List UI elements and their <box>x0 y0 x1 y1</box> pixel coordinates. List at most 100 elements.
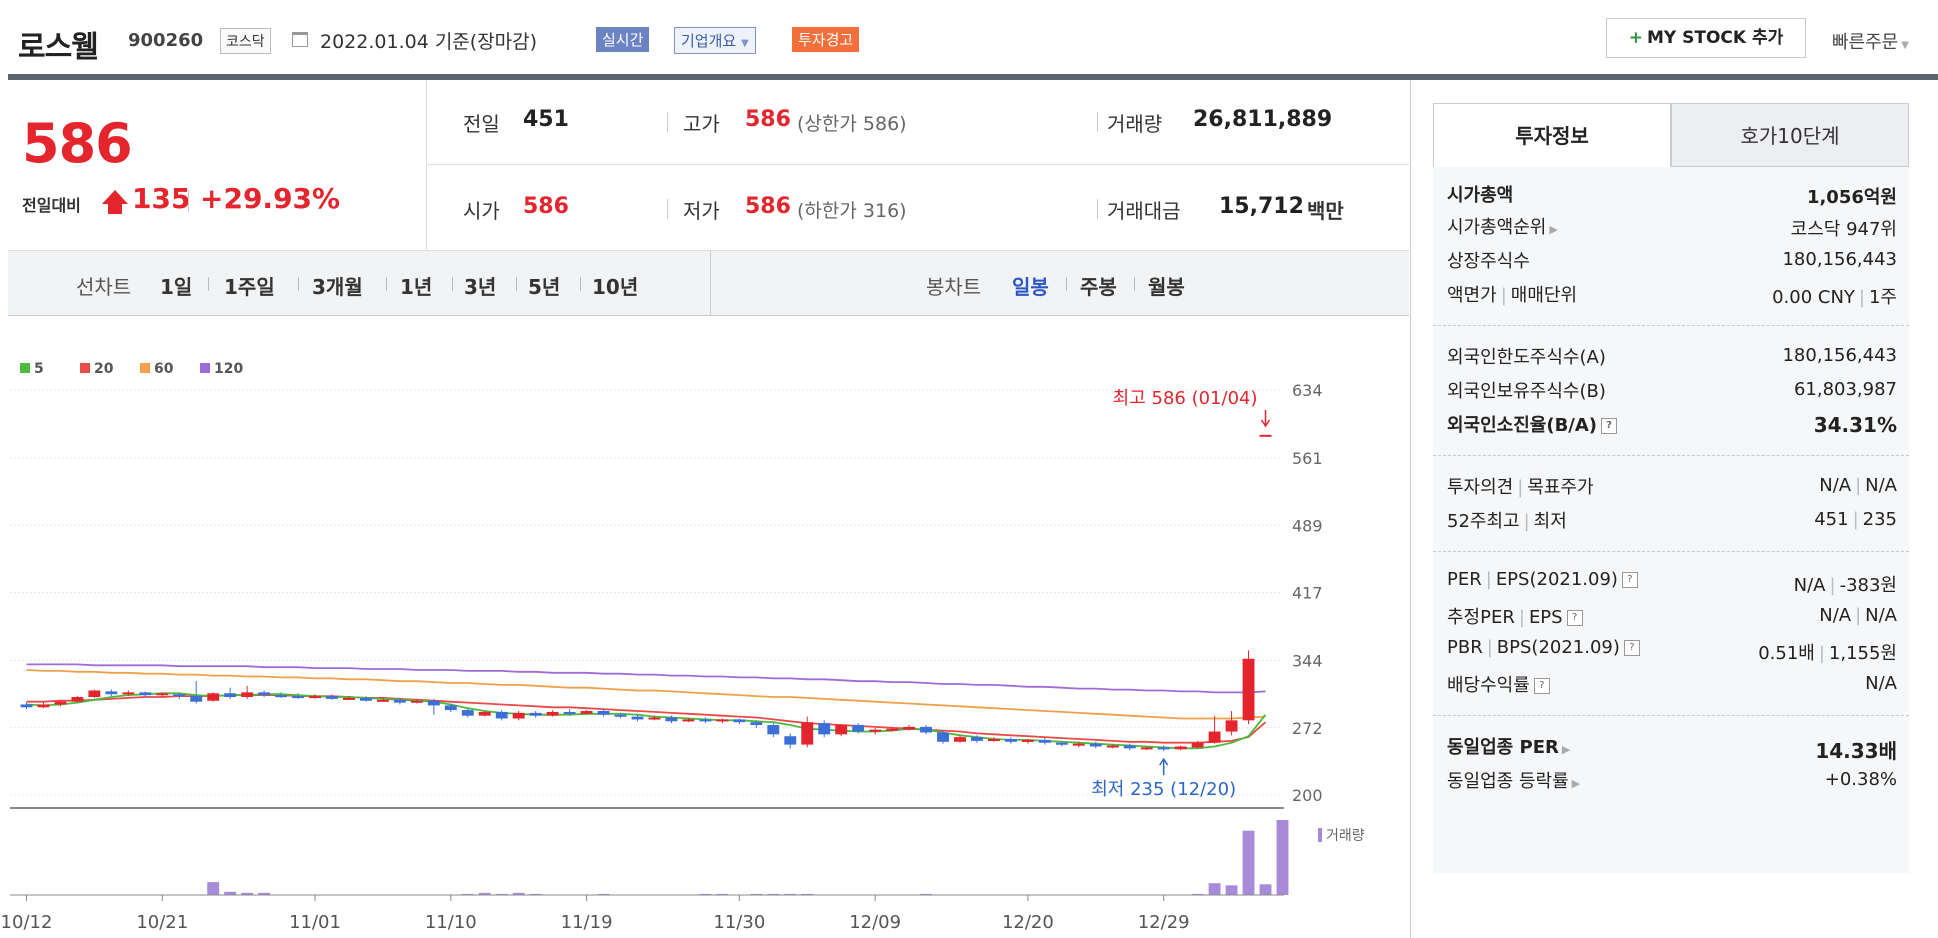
candle-body <box>903 726 916 730</box>
volume-bar <box>1225 885 1238 895</box>
foreign-limit-value: 180,156,443 <box>1782 345 1897 366</box>
low52-value: 235 <box>1862 509 1897 530</box>
volume-bar <box>258 892 271 895</box>
tab-investment-info[interactable]: 투자정보 <box>1433 103 1671 167</box>
candle-body <box>360 697 372 701</box>
divider <box>386 277 387 291</box>
help-icon[interactable]: ? <box>1601 418 1618 434</box>
volume-bar <box>716 893 729 895</box>
week52-label: 52주최고 | 최저 <box>1447 507 1567 533</box>
legend-swatch <box>200 363 210 373</box>
dividend-value: N/A <box>1865 673 1897 694</box>
stock-header: 로스웰 900260 코스닥 2022.01.04 기준(장마감) 실시간 기업… <box>0 0 1938 76</box>
investment-warning-tag[interactable]: 투자경고 <box>792 27 860 52</box>
volume-bar <box>1242 830 1255 895</box>
tab-3year[interactable]: 3년 <box>464 275 497 299</box>
candle-chart-label: 봉차트 <box>926 275 982 299</box>
divider <box>188 190 189 212</box>
up-arrow-stem <box>108 204 122 214</box>
tab-5year[interactable]: 5년 <box>528 275 561 299</box>
help-icon[interactable]: ? <box>1621 572 1638 588</box>
divider <box>667 199 668 219</box>
high52-value: 451 <box>1814 509 1849 530</box>
price-box: 586 전일대비 135 +29.93% <box>8 80 427 250</box>
prev-close-label: 전일 <box>463 112 500 136</box>
candle-body <box>750 722 763 726</box>
divider: | <box>1500 285 1507 306</box>
ma120-line <box>26 663 1266 694</box>
x-tick-label: 10/12 <box>1 912 53 933</box>
foreign-ratio-label: 외국인소진율(B/A) <box>1447 415 1598 436</box>
tab-1day[interactable]: 1일 <box>160 275 193 299</box>
base-date: 2022.01.04 기준(장마감) <box>320 31 538 53</box>
candle-body <box>512 712 525 719</box>
tab-weekly[interactable]: 주봉 <box>1080 275 1117 299</box>
opinion-value: N/A <box>1819 475 1852 496</box>
tab-1year[interactable]: 1년 <box>400 275 433 299</box>
candle-body <box>1123 745 1136 749</box>
candle-body <box>258 692 271 696</box>
volume-value: 26,811,889 <box>1193 107 1333 132</box>
target-value: N/A <box>1865 475 1897 496</box>
x-tick-label: 11/19 <box>561 912 613 933</box>
diff-label: 전일대비 <box>22 196 81 215</box>
foreign-ratio-value: 34.31% <box>1813 413 1897 437</box>
industry-rate-link[interactable]: 동일업종 등락률 ▶ <box>1447 767 1580 793</box>
candle-body <box>563 711 576 714</box>
market-cap-label: 시가총액 <box>1447 185 1514 206</box>
volume-bar <box>1208 883 1221 895</box>
candle-body <box>37 704 50 708</box>
help-icon[interactable]: ? <box>1566 610 1583 626</box>
candle-body <box>1157 747 1170 750</box>
low52-label: 최저 <box>1533 511 1567 532</box>
par-label: 액면가 <box>1447 285 1497 306</box>
chevron-down-icon: ▼ <box>740 38 749 49</box>
y-tick-label: 200 <box>1292 786 1323 805</box>
open-value: 586 <box>523 194 569 219</box>
tab-10year[interactable]: 10년 <box>592 275 639 299</box>
volume-bar <box>801 893 814 895</box>
divider <box>452 277 453 291</box>
legend-swatch <box>20 363 30 373</box>
candle-body <box>631 716 644 720</box>
realtime-tag[interactable]: 실시간 <box>596 27 650 52</box>
industry-per-value: 14.33배 <box>1815 739 1897 763</box>
y-tick-label: 272 <box>1292 719 1323 738</box>
candle-body <box>648 717 661 720</box>
y-tick-label: 344 <box>1292 652 1323 671</box>
company-overview-dropdown[interactable]: 기업개요 ▼ <box>674 27 756 54</box>
foreign-ratio-label-wrap: 외국인소진율(B/A)? <box>1447 411 1618 437</box>
volume-bar <box>1259 884 1272 895</box>
price-chart[interactable]: 5 20 60 120 200 272 344 417 489 561 634 최고 586 (01/… <box>0 340 1410 938</box>
tab-daily[interactable]: 일봉 <box>1012 275 1049 299</box>
cap-rank-link[interactable]: 시가총액순위 ▶ <box>1447 213 1558 239</box>
add-mystock-button[interactable]: + MY STOCK 추가 <box>1606 18 1806 58</box>
ma60-line <box>26 669 1266 720</box>
quick-order-dropdown[interactable]: 빠른주문 ▼ <box>1832 28 1909 54</box>
unit-label: 매매단위 <box>1510 285 1578 306</box>
industry-per-link[interactable]: 동일업종 PER ▶ <box>1447 733 1570 759</box>
help-icon[interactable]: ? <box>1623 640 1640 656</box>
tab-3month[interactable]: 3개월 <box>312 275 363 299</box>
candle-body <box>343 697 355 700</box>
tab-monthly[interactable]: 월봉 <box>1148 275 1185 299</box>
tab-divider <box>710 251 711 315</box>
volume-bar <box>241 892 254 895</box>
divider: | <box>1852 509 1859 530</box>
divider <box>667 112 668 132</box>
x-tick-label: 11/01 <box>289 912 341 933</box>
candle-body <box>1174 746 1187 750</box>
bps-value: 1,155원 <box>1828 643 1897 664</box>
tab-1week[interactable]: 1주일 <box>224 275 275 299</box>
price-stats: 전일 451 고가 586 (상한가 586) 거래량 26,811,889 시… <box>427 80 1409 250</box>
candle-body <box>410 700 423 703</box>
tab-orderbook-10[interactable]: 호가10단계 <box>1671 103 1909 167</box>
candle-body <box>393 699 406 703</box>
candle-body <box>937 732 949 742</box>
help-icon[interactable]: ? <box>1533 678 1550 694</box>
par-unit-label: 액면가 | 매매단위 <box>1447 281 1577 307</box>
section-divider <box>1433 715 1909 716</box>
chevron-right-icon: ▶ <box>1571 777 1581 790</box>
candle-body <box>20 704 33 708</box>
candle-body <box>88 690 101 698</box>
